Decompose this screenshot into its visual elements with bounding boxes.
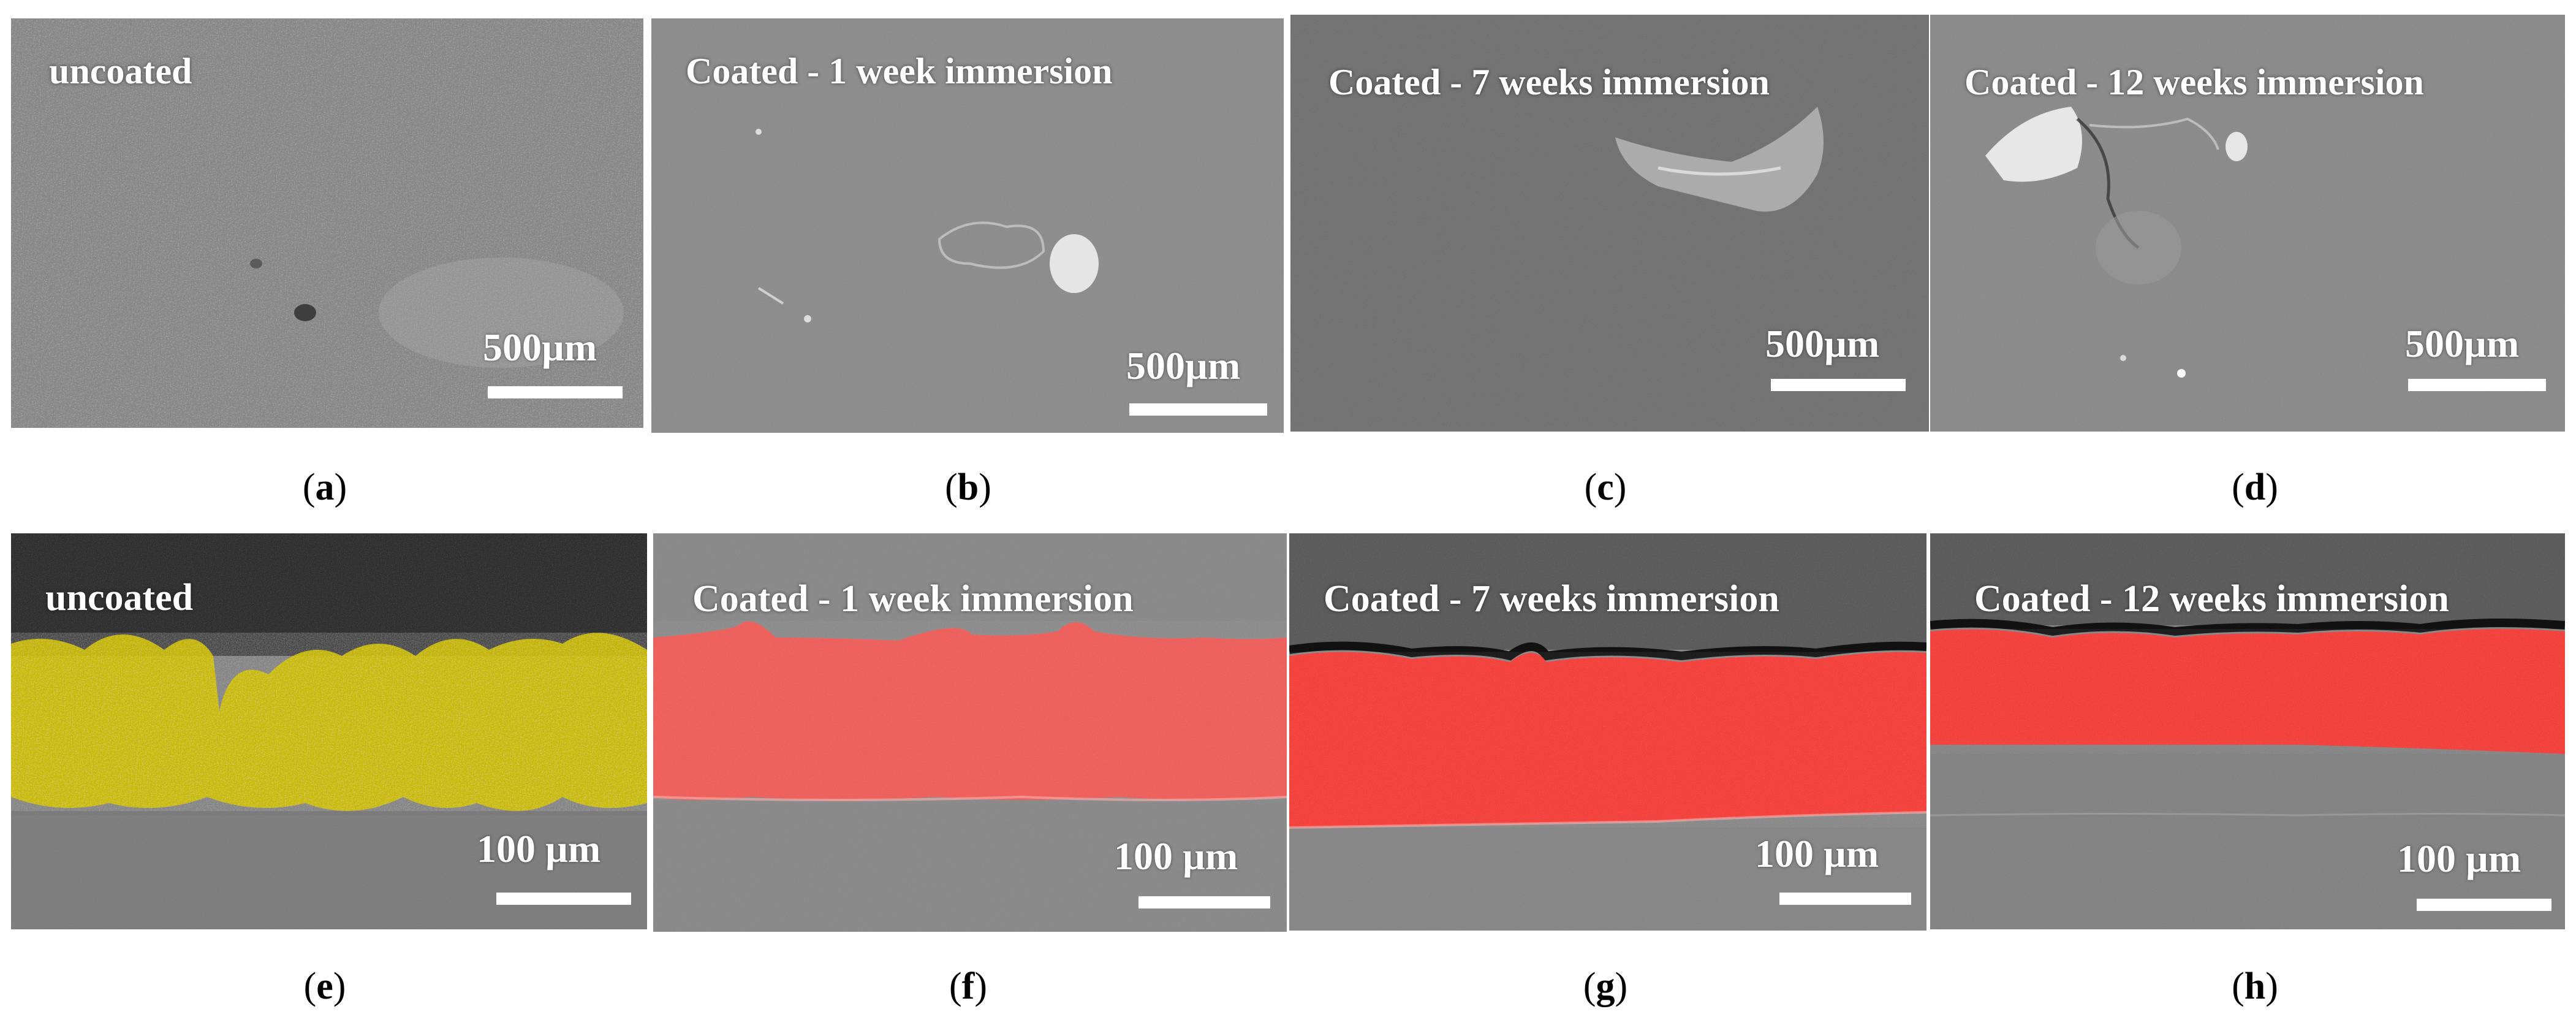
sem-image-a (11, 18, 643, 428)
panel-e-label: uncoated (45, 577, 194, 619)
sem-image-e (11, 533, 647, 929)
caption-f: (f) (949, 966, 987, 1007)
panel-c-label: Coated - 7 weeks immersion (1328, 62, 1770, 102)
panel-g-scale-bar (1779, 893, 1911, 905)
panel-e-scale-bar (496, 893, 631, 905)
panel-b-coated-1-week-surface: Coated - 1 week immersion 500µm (651, 18, 1284, 433)
panel-d-label: Coated - 12 weeks immersion (1964, 62, 2424, 102)
panel-a-scale-bar (488, 386, 623, 398)
panel-a-label: uncoated (49, 51, 192, 91)
caption-h: (h) (2232, 966, 2278, 1007)
panel-f-scale-bar (1138, 896, 1270, 908)
sem-image-g (1289, 533, 1926, 931)
sem-image-d (1930, 15, 2565, 432)
caption-d: (d) (2232, 467, 2278, 508)
panel-a-uncoated-surface: uncoated 500µm (11, 18, 643, 428)
caption-c: (c) (1584, 467, 1627, 508)
panel-h-label: Coated - 12 weeks immersion (1974, 578, 2449, 620)
panel-d-coated-12-weeks-surface: Coated - 12 weeks immersion 500µm (1930, 15, 2565, 432)
panel-h-scale-text: 100 µm (2397, 837, 2521, 880)
panel-g-label: Coated - 7 weeks immersion (1324, 578, 1779, 620)
panel-c-scale-bar (1771, 379, 1906, 391)
panel-d-scale-bar (2408, 379, 2546, 391)
panel-f-label: Coated - 1 week immersion (692, 578, 1134, 620)
panel-c-coated-7-weeks-surface: Coated - 7 weeks immersion 500µm (1290, 15, 1929, 432)
caption-a: (a) (302, 467, 347, 508)
panel-d-scale-text: 500µm (2405, 322, 2520, 365)
caption-e: (e) (303, 966, 346, 1007)
panel-e-scale-text: 100 µm (477, 827, 601, 870)
panel-g-coated-7-weeks-cross-section: Coated - 7 weeks immersion 100 µm (1289, 533, 1926, 931)
panel-b-label: Coated - 1 week immersion (686, 51, 1113, 91)
sem-image-h (1930, 533, 2565, 929)
panel-g-scale-text: 100 µm (1755, 832, 1879, 875)
caption-b: (b) (945, 467, 991, 508)
panel-h-scale-bar (2417, 899, 2551, 911)
sem-image-f (653, 533, 1287, 932)
panel-f-coated-1-week-cross-section: Coated - 1 week immersion 100 µm (653, 533, 1287, 932)
panel-a-scale-text: 500µm (483, 326, 597, 369)
panel-b-scale-text: 500µm (1126, 344, 1241, 387)
panel-c-scale-text: 500µm (1765, 322, 1880, 365)
sem-image-b (651, 18, 1284, 433)
caption-g: (g) (1583, 966, 1628, 1007)
panel-e-uncoated-cross-section: uncoated 100 µm (11, 533, 647, 929)
panel-h-coated-12-weeks-cross-section: Coated - 12 weeks immersion 100 µm (1930, 533, 2565, 929)
panel-b-scale-bar (1129, 403, 1267, 416)
panel-f-scale-text: 100 µm (1114, 834, 1238, 878)
sem-image-c (1290, 15, 1929, 432)
